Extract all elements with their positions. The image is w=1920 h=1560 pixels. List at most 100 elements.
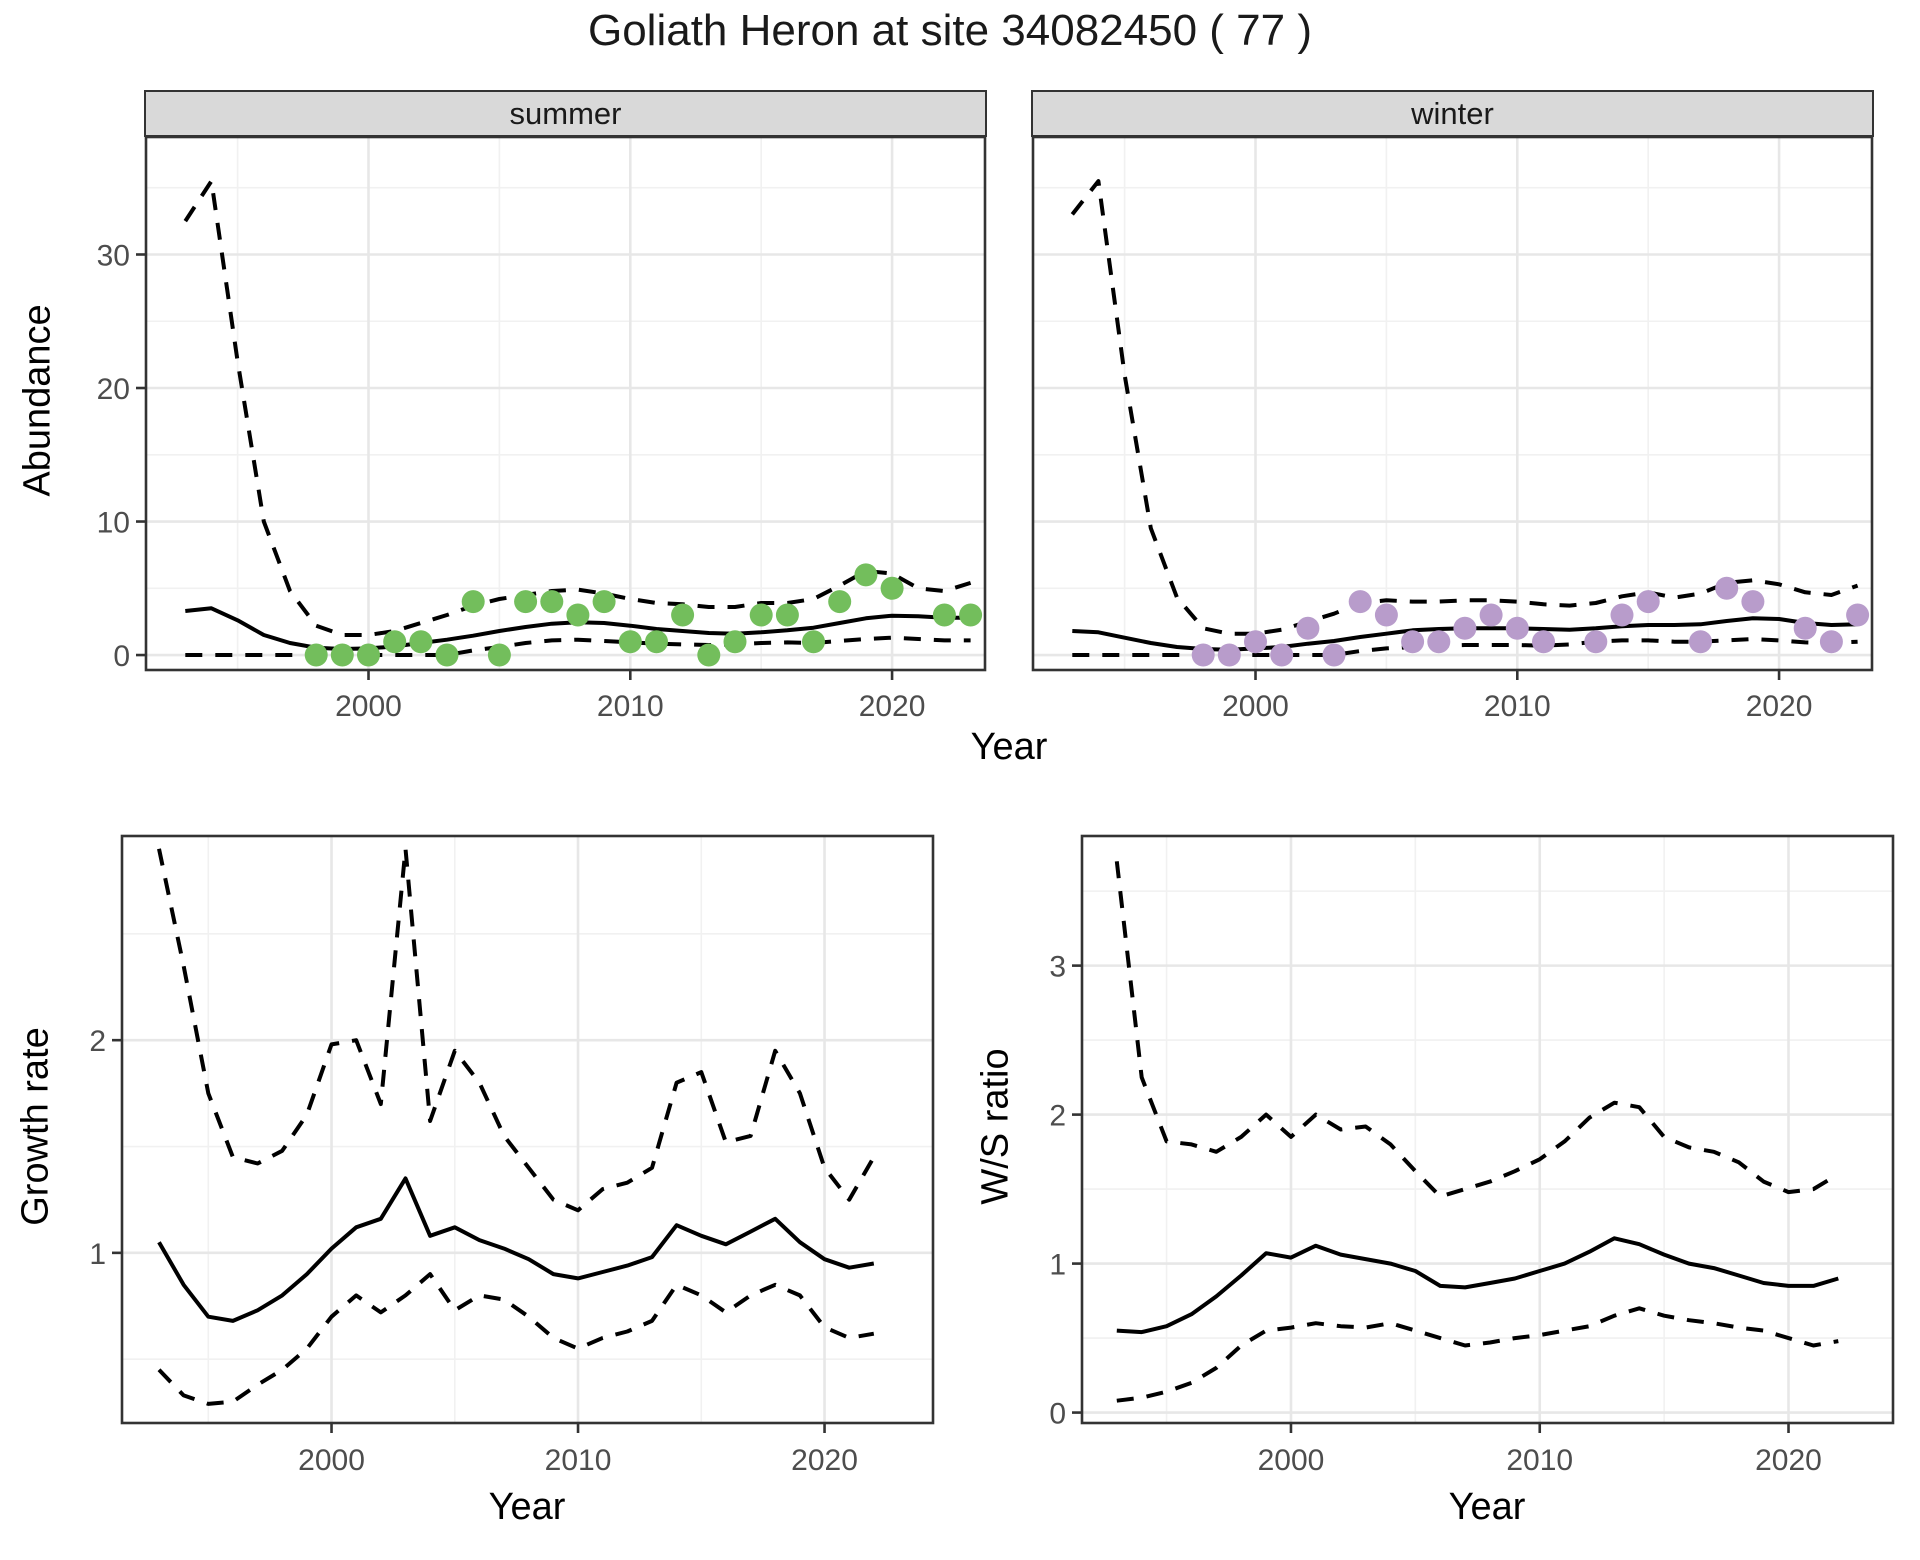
facet-strip-summer: summer xyxy=(144,90,987,137)
observed-point xyxy=(697,643,721,667)
y-tick-label: 0 xyxy=(113,640,130,673)
axis-group: 2000 2010 2020 0 1 2 3 xyxy=(1049,951,1822,1477)
x-axis-title-year-bottom-right: Year xyxy=(1448,1486,1526,1528)
observed-point xyxy=(383,630,407,654)
series-group xyxy=(183,179,983,667)
panel-ws-ratio: 2000 2010 2020 0 1 2 3 xyxy=(1049,834,1895,1477)
observed-point xyxy=(487,643,511,667)
y-tick-label: 1 xyxy=(89,1238,106,1271)
observed-point xyxy=(802,630,825,654)
observed-point xyxy=(540,590,564,614)
observed-counts-points xyxy=(1191,576,1870,667)
panel-abundance-winter: 2000 2010 2020 xyxy=(1031,135,1874,723)
x-tick-label: 2020 xyxy=(791,1444,858,1477)
panel-background xyxy=(1082,836,1893,1423)
observed-point xyxy=(1636,590,1660,614)
observed-point xyxy=(1244,630,1267,654)
median-line xyxy=(1116,1236,1839,1335)
y-tick-label: 0 xyxy=(1049,1398,1066,1431)
y-tick-label: 10 xyxy=(97,507,130,540)
observed-point xyxy=(1610,603,1634,627)
observed-point xyxy=(1270,643,1294,667)
observed-point xyxy=(854,563,878,587)
x-tick-label: 2020 xyxy=(1746,690,1813,723)
x-axis-title-year-top: Year xyxy=(970,726,1048,768)
x-tick-label: 2000 xyxy=(335,690,402,723)
facet-strip-winter-label: winter xyxy=(1411,95,1494,131)
observed-counts-points xyxy=(304,563,983,667)
observed-point xyxy=(932,603,956,627)
y-axis-title-ws-ratio: W/S ratio xyxy=(974,1048,1017,1205)
y-tick-label: 30 xyxy=(97,239,130,272)
observed-point xyxy=(435,643,459,667)
axis-group: 2000 2010 2020 0 10 20 30 xyxy=(97,239,926,723)
y-tick-label: 2 xyxy=(1049,1100,1066,1133)
page-title: Goliath Heron at site 34082450 ( 77 ) xyxy=(587,6,1312,55)
observed-point xyxy=(1819,630,1843,654)
y-tick-label: 1 xyxy=(1049,1249,1066,1282)
upper_ci-line xyxy=(1114,861,1840,1199)
observed-point xyxy=(1322,643,1346,667)
observed-point xyxy=(959,603,983,627)
panel-border xyxy=(120,834,935,1425)
observed-point xyxy=(775,603,799,627)
x-tick-label: 2010 xyxy=(1506,1444,1573,1477)
observed-point xyxy=(357,643,380,667)
y-axis-title-abundance: Abundance xyxy=(16,304,59,497)
x-tick-label: 2010 xyxy=(1484,690,1551,723)
x-tick-label: 2020 xyxy=(1755,1444,1822,1477)
observed-point xyxy=(330,643,354,667)
axis-group: 2000 2010 2020 1 2 xyxy=(89,1025,858,1477)
observed-point xyxy=(1191,643,1215,667)
lower_ci-line xyxy=(1116,1306,1839,1403)
observed-point xyxy=(566,603,590,627)
x-tick-label: 2010 xyxy=(597,690,664,723)
observed-point xyxy=(1505,616,1529,640)
series-group xyxy=(157,846,876,1406)
panel-background xyxy=(1033,137,1872,670)
panel-growth-rate: 2000 2010 2020 1 2 xyxy=(89,834,935,1477)
observed-point xyxy=(749,603,773,627)
x-axis-title-year-bottom-left: Year xyxy=(488,1486,566,1528)
y-tick-label: 3 xyxy=(1049,951,1066,984)
observed-point xyxy=(461,590,485,614)
observed-point xyxy=(1348,590,1372,614)
panel-abundance-summer: 2000 2010 2020 0 10 20 30 xyxy=(97,135,987,723)
observed-point xyxy=(1584,630,1608,654)
observed-point xyxy=(1532,630,1555,654)
observed-point xyxy=(1296,616,1320,640)
lower_ci-line xyxy=(157,1272,875,1406)
observed-point xyxy=(1689,630,1712,654)
x-tick-label: 2010 xyxy=(545,1444,612,1477)
observed-point xyxy=(1217,643,1241,667)
observed-point xyxy=(645,630,668,654)
observed-point xyxy=(1846,603,1870,627)
observed-point xyxy=(618,630,642,654)
observed-point xyxy=(1453,616,1477,640)
gridlines xyxy=(1082,836,1893,1423)
observed-point xyxy=(1715,576,1739,600)
observed-point xyxy=(304,643,328,667)
observed-point xyxy=(1479,603,1503,627)
y-tick-label: 2 xyxy=(89,1025,106,1058)
axis-group: 2000 2010 2020 xyxy=(1222,671,1812,723)
observed-point xyxy=(723,630,747,654)
gridlines xyxy=(122,836,933,1423)
observed-point xyxy=(592,590,616,614)
observed-point xyxy=(828,590,852,614)
series-group xyxy=(1070,179,1870,667)
panel-border xyxy=(1080,834,1895,1425)
observed-point xyxy=(880,576,904,600)
x-tick-label: 2000 xyxy=(298,1444,365,1477)
observed-point xyxy=(1427,630,1451,654)
observed-point xyxy=(1741,590,1765,614)
observed-point xyxy=(514,590,538,614)
x-tick-label: 2000 xyxy=(1258,1444,1325,1477)
observed-point xyxy=(671,603,695,627)
observed-point xyxy=(1374,603,1398,627)
upper_ci-line xyxy=(157,846,876,1213)
x-tick-label: 2000 xyxy=(1222,690,1289,723)
series-group xyxy=(1114,861,1840,1403)
observed-point xyxy=(1401,630,1425,654)
